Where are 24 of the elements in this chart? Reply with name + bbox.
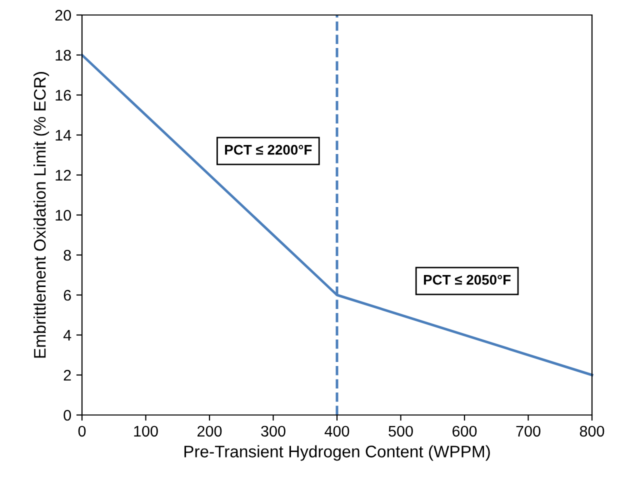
y-tick-label: 0 bbox=[64, 410, 71, 421]
x-tick-label: 800 bbox=[580, 426, 604, 437]
y-tick-label: 14 bbox=[56, 130, 72, 141]
x-tick-label: 600 bbox=[452, 426, 477, 437]
x-tick-label: 500 bbox=[388, 426, 413, 437]
x-tick-label: 200 bbox=[198, 426, 222, 437]
y-tick-label: 18 bbox=[56, 50, 71, 61]
x-tick-label: 700 bbox=[516, 426, 540, 437]
x-tick-label: 100 bbox=[134, 426, 158, 437]
x-tick-label: 300 bbox=[261, 426, 286, 437]
y-tick-label: 6 bbox=[64, 290, 71, 301]
y-tick-label: 12 bbox=[56, 170, 71, 181]
annotation: PCT ≤ 2050°F bbox=[424, 274, 511, 285]
y-tick-label: 10 bbox=[56, 210, 71, 221]
x-tick-label: 0 bbox=[78, 426, 86, 437]
annotation: PCT ≤ 2200°F bbox=[225, 144, 312, 155]
y-tick-label: 2 bbox=[64, 370, 71, 381]
y-tick-label: 16 bbox=[56, 90, 71, 101]
x-tick-label: 400 bbox=[324, 426, 350, 437]
y-axis-title: Embrittlement Oxidation Limit (% ECR) bbox=[34, 72, 50, 358]
y-tick-label: 4 bbox=[63, 330, 72, 341]
y-tick-label: 20 bbox=[55, 10, 71, 21]
y-tick-label: 8 bbox=[64, 250, 71, 261]
x-axis-title: Pre-Transient Hydrogen Content (WPPM) bbox=[184, 445, 490, 461]
